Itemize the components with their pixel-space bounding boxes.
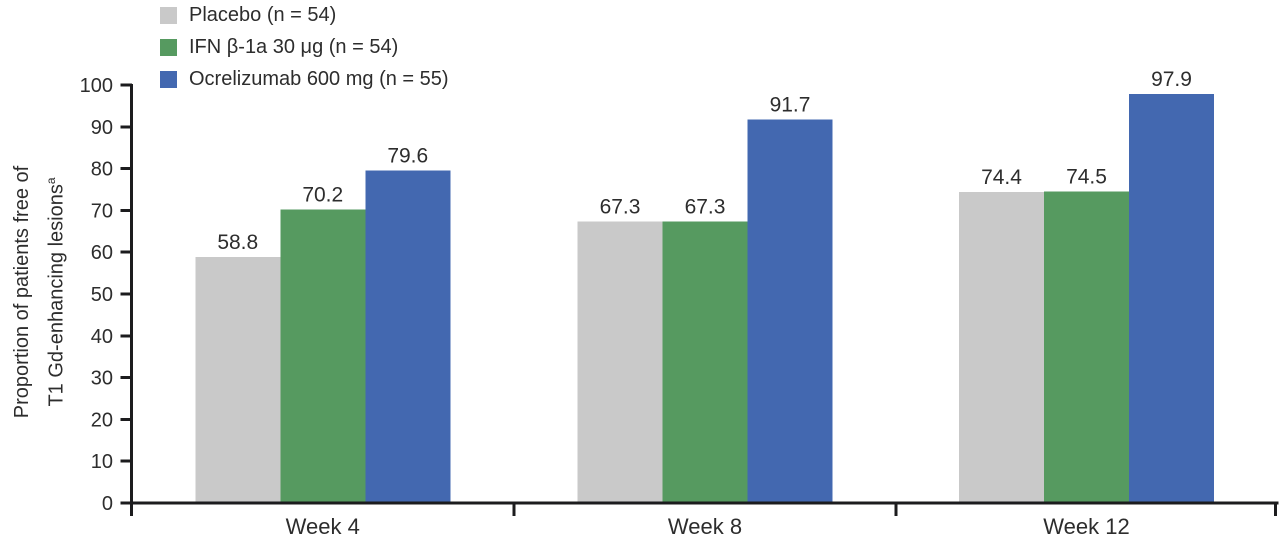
bar-value-ifn-b1a-week-8: 67.3 <box>685 196 726 219</box>
x-tick-label-week-8: Week 8 <box>668 514 742 539</box>
y-tick-label-90: 90 <box>91 117 113 139</box>
legend-label-ocrelizumab: Ocrelizumab 600 mg (n = 55) <box>189 67 449 90</box>
bar-value-ocrelizumab-week-12: 97.9 <box>1151 68 1192 91</box>
bar-placebo-week-8 <box>577 221 663 503</box>
bar-ifn-b1a-week-12 <box>1044 191 1129 503</box>
bar-value-placebo-week-8: 67.3 <box>600 196 641 219</box>
y-tick-label-40: 40 <box>91 326 113 348</box>
legend-swatch-ifn <box>160 38 177 56</box>
bar-ocrelizumab-week-12 <box>1129 93 1214 503</box>
bar-ocrelizumab-week-4 <box>365 170 451 503</box>
legend-label-placebo: Placebo (n = 54) <box>189 3 337 26</box>
legend-swatch-ocrelizumab <box>160 70 177 88</box>
bar-value-ifn-b1a-week-12: 74.5 <box>1066 166 1107 189</box>
bar-value-placebo-week-4: 58.8 <box>217 231 258 254</box>
bar-ifn-b1a-week-4 <box>280 209 366 503</box>
bar-value-placebo-week-12: 74.4 <box>981 166 1022 189</box>
legend-item-placebo: Placebo (n = 54) <box>160 3 449 27</box>
legend-item-ifn: IFN β-1a 30 μg (n = 54) <box>160 35 449 59</box>
y-tick-label-60: 60 <box>91 242 113 264</box>
x-tick-label-week-12: Week 12 <box>1043 514 1129 539</box>
y-tick-label-80: 80 <box>91 159 113 181</box>
y-tick-label-20: 20 <box>91 409 113 431</box>
x-tick-label-week-4: Week 4 <box>286 514 360 539</box>
bar-ifn-b1a-week-8 <box>662 221 748 503</box>
bar-value-ifn-b1a-week-4: 70.2 <box>302 184 343 207</box>
bar-ocrelizumab-week-8 <box>747 119 833 503</box>
legend-label-ifn: IFN β-1a 30 μg (n = 54) <box>189 35 399 58</box>
y-tick-label-100: 100 <box>80 75 113 97</box>
y-tick-label-30: 30 <box>91 368 113 390</box>
bar-value-ocrelizumab-week-4: 79.6 <box>387 144 428 167</box>
y-tick-label-10: 10 <box>91 451 113 473</box>
bar-placebo-week-12 <box>959 192 1044 503</box>
bar-value-ocrelizumab-week-8: 91.7 <box>770 94 811 117</box>
bar-placebo-week-4 <box>195 257 281 503</box>
y-tick-label-70: 70 <box>91 200 113 222</box>
legend-swatch-placebo <box>160 6 177 24</box>
y-tick-label-50: 50 <box>91 284 113 306</box>
legend: Placebo (n = 54) IFN β-1a 30 μg (n = 54)… <box>160 3 449 91</box>
y-tick-label-0: 0 <box>102 493 113 515</box>
legend-item-ocrelizumab: Ocrelizumab 600 mg (n = 55) <box>160 67 449 91</box>
